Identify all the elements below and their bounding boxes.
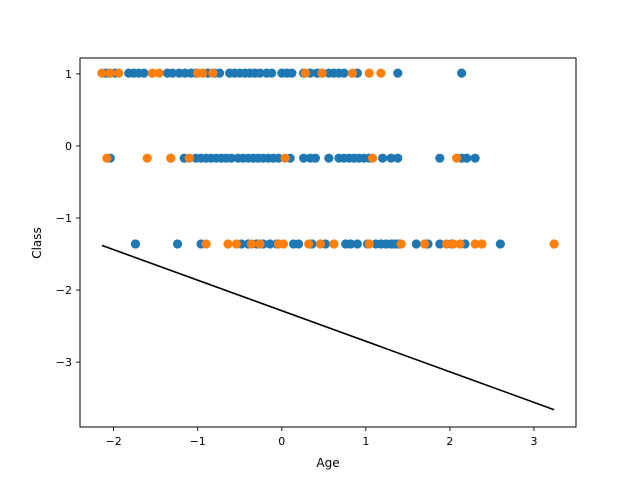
x-axis-label: Age (316, 456, 339, 470)
x-tick-label: 3 (530, 435, 537, 448)
x-tick-label: 0 (278, 435, 285, 448)
data-point-blue (310, 153, 320, 163)
points-layer (97, 68, 559, 249)
data-point-blue (495, 239, 505, 249)
data-point-blue (226, 153, 236, 163)
data-point-orange (231, 239, 241, 249)
data-point-blue (267, 68, 277, 78)
data-point-orange (396, 239, 406, 249)
data-point-orange (223, 239, 233, 249)
data-point-blue (411, 239, 421, 249)
data-point-orange (154, 68, 164, 78)
data-point-orange (105, 68, 115, 78)
y-axis-label: Class (30, 227, 44, 259)
data-point-orange (278, 239, 289, 249)
data-point-blue (435, 239, 445, 249)
y-tick-label: 0 (65, 140, 72, 153)
data-point-blue (324, 153, 334, 163)
data-point-blue (339, 68, 349, 78)
data-point-blue (393, 68, 403, 78)
data-point-orange (280, 153, 290, 163)
data-point-orange (364, 239, 374, 249)
data-point-orange (470, 239, 480, 249)
regression-line (101, 244, 555, 411)
plot-frame (79, 57, 577, 428)
data-point-orange (166, 153, 176, 163)
data-point-orange (420, 239, 430, 249)
data-point-orange (304, 239, 314, 249)
data-point-blue (352, 239, 363, 249)
data-point-blue (172, 239, 183, 249)
data-point-blue (378, 153, 388, 163)
data-point-orange (448, 239, 458, 249)
data-point-orange (452, 153, 462, 163)
y-tick-label: −2 (56, 284, 72, 297)
data-point-orange (208, 68, 218, 78)
data-point-orange (246, 239, 257, 249)
data-point-blue (299, 153, 309, 163)
data-point-blue (293, 239, 304, 249)
data-point-orange (142, 153, 152, 163)
data-point-blue (386, 153, 396, 163)
data-point-orange (184, 153, 194, 163)
x-tick-label: −1 (190, 435, 206, 448)
data-point-blue (462, 153, 472, 163)
data-point-orange (315, 239, 326, 249)
data-point-blue (167, 68, 178, 78)
data-point-blue (457, 68, 467, 78)
data-point-orange (549, 239, 559, 249)
data-point-orange (376, 68, 386, 78)
data-point-blue (346, 239, 356, 249)
data-point-blue (130, 239, 141, 249)
data-point-orange (198, 68, 208, 78)
data-point-orange (441, 239, 452, 249)
data-point-orange (455, 239, 465, 249)
data-point-orange (114, 68, 124, 78)
x-axis-ticks: −2 −1 0 1 2 3 (106, 427, 537, 448)
x-tick-label: 2 (446, 435, 453, 448)
data-point-orange (147, 68, 157, 78)
data-point-orange (317, 68, 327, 78)
data-point-orange (201, 239, 211, 249)
data-point-orange (329, 239, 339, 249)
data-point-blue (255, 68, 265, 78)
data-point-blue (273, 153, 283, 163)
y-tick-label: −3 (56, 356, 72, 369)
data-point-orange (255, 239, 265, 249)
data-point-blue (393, 153, 403, 163)
x-tick-label: −2 (106, 435, 122, 448)
data-point-blue (265, 239, 275, 249)
data-point-blue (139, 68, 149, 78)
data-point-blue (435, 153, 445, 163)
y-tick-label: 1 (65, 68, 72, 81)
data-point-blue (287, 68, 297, 78)
data-point-blue (470, 153, 480, 163)
regression-line-layer (101, 244, 555, 411)
data-point-orange (477, 239, 487, 249)
data-point-orange (300, 68, 310, 78)
y-axis-ticks: 1 0 −1 −2 −3 (56, 68, 80, 369)
data-point-blue (214, 68, 225, 78)
data-point-orange (97, 68, 107, 78)
data-point-orange (347, 68, 357, 78)
data-point-orange (102, 153, 112, 163)
x-tick-label: 1 (362, 435, 369, 448)
y-tick-label: −1 (56, 212, 72, 225)
data-point-orange (367, 153, 378, 163)
data-point-orange (364, 68, 374, 78)
